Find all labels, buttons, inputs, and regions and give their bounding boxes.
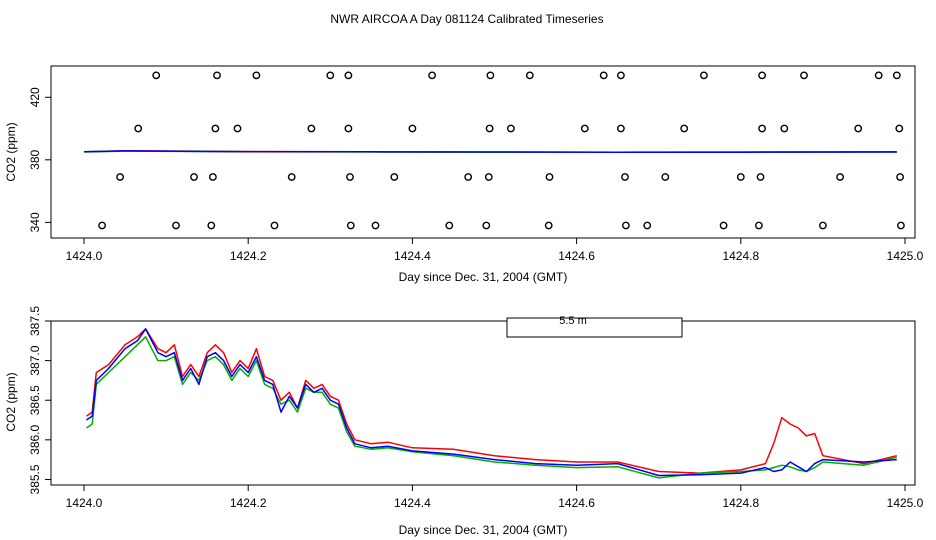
calibration-point xyxy=(895,124,904,133)
panel2-y-tick-label: 386.0 xyxy=(28,425,42,455)
panel2-y-tick-label: 386.5 xyxy=(28,385,42,415)
calibration-point xyxy=(482,221,491,230)
calibration-point xyxy=(233,124,242,133)
calibration-point xyxy=(622,221,630,230)
calibration-point xyxy=(700,71,708,80)
calibration-point xyxy=(408,124,417,133)
panel1-y-tick-label: 380 xyxy=(28,149,42,169)
calibration-point xyxy=(307,124,316,133)
calibration-point xyxy=(152,71,161,80)
calibration-point xyxy=(252,71,261,80)
panel1-x-tick-label: 1424.4 xyxy=(394,249,431,263)
panel2-x-tick-label: 1424.6 xyxy=(558,496,595,510)
panel2-y-tick-label: 387.5 xyxy=(28,306,42,336)
page-title: NWR AIRCOA A Day 081124 Calibrated Times… xyxy=(330,12,603,26)
calibration-point xyxy=(134,124,143,133)
panel1-x-tick-label: 1424.8 xyxy=(722,249,759,263)
calibration-point xyxy=(617,71,625,80)
calibration-point xyxy=(545,173,554,181)
calibration-point xyxy=(116,173,125,181)
calibration-point xyxy=(445,221,454,230)
calibration-point xyxy=(819,221,827,230)
panel1-x-tick-label: 1424.6 xyxy=(558,249,595,263)
calibration-point xyxy=(484,173,493,181)
calibration-point xyxy=(758,71,766,80)
calibration-point xyxy=(661,173,670,181)
calibration-point xyxy=(172,221,180,230)
calibration-scatter-panel: 1424.0 1424.2 1424.4 1424.6 1424.8 1425.0 340 3… xyxy=(4,65,924,284)
calibration-point xyxy=(617,124,625,133)
calibration-point xyxy=(780,124,789,133)
legend-entry-label: 5.5 m xyxy=(559,315,587,327)
panel2-x-tick-label: 1424.0 xyxy=(66,496,103,510)
calibration-point xyxy=(390,173,399,181)
panel2-x-tick-label: 1424.2 xyxy=(230,496,267,510)
calibration-point xyxy=(755,221,763,230)
panel1-x-axis-label: Day since Dec. 31, 2004 (GMT) xyxy=(399,270,568,284)
calibration-point xyxy=(270,221,279,230)
calibration-point xyxy=(758,124,766,133)
calibration-point xyxy=(326,71,335,80)
calibration-point xyxy=(344,124,353,133)
calibration-point xyxy=(346,221,355,230)
panel1-y-tick-label: 420 xyxy=(28,87,42,107)
calibration-point xyxy=(213,71,221,80)
panel2-y-tick-label: 387.0 xyxy=(28,345,42,375)
calibration-point xyxy=(836,173,844,181)
panel2-y-axis-label: CO2 (ppm) xyxy=(4,372,18,431)
calibration-point xyxy=(506,124,515,133)
calibration-point xyxy=(208,173,217,181)
calibration-point xyxy=(599,71,608,80)
calibration-point xyxy=(428,71,436,80)
calibration-point xyxy=(207,221,216,230)
calibration-point xyxy=(892,71,901,80)
calibration-point xyxy=(190,173,198,181)
panel1-x-tick-label: 1424.2 xyxy=(230,249,267,263)
panel2-x-axis-label: Day since Dec. 31, 2004 (GMT) xyxy=(399,523,568,537)
calibration-point xyxy=(346,173,354,181)
calibration-point xyxy=(344,71,353,80)
panel2-x-tick-label: 1425.0 xyxy=(887,496,924,510)
panel2-series-line xyxy=(86,328,897,477)
panel1-y-axis-label: CO2 (ppm) xyxy=(4,122,18,181)
legend-box: 5.5 m xyxy=(506,315,683,338)
calibration-point xyxy=(736,173,745,181)
calibration-point xyxy=(371,221,380,230)
calibration-point xyxy=(643,221,652,230)
panel2-x-tick-label: 1424.4 xyxy=(394,496,431,510)
calibration-point xyxy=(525,71,534,80)
panel2-x-tick-label: 1424.8 xyxy=(722,496,759,510)
calibration-point xyxy=(874,71,883,80)
panel1-series-line xyxy=(83,150,897,153)
calibration-point xyxy=(756,173,765,181)
calibration-point xyxy=(544,221,553,230)
calibration-point xyxy=(211,124,220,133)
calibration-point xyxy=(896,173,904,181)
calibration-point xyxy=(485,124,494,133)
ambient-co2-panel: 1424.0 1424.2 1424.4 1424.6 1424.8 1425.0 385.… xyxy=(4,306,924,537)
calibration-point xyxy=(464,173,473,181)
calibration-point xyxy=(98,221,107,230)
panel1-x-tick-label: 1425.0 xyxy=(887,249,924,263)
calibration-point xyxy=(897,221,905,230)
panel2-series-line xyxy=(86,328,897,474)
calibration-point xyxy=(800,71,808,80)
calibration-point xyxy=(621,173,629,181)
calibration-point xyxy=(854,124,863,133)
panel2-y-tick-label: 385.5 xyxy=(28,464,42,494)
calibration-point xyxy=(719,221,728,230)
panel1-y-tick-label: 340 xyxy=(28,212,42,232)
calibration-point xyxy=(580,124,589,133)
calibration-point xyxy=(680,124,689,133)
panel1-x-tick-label: 1424.0 xyxy=(66,249,103,263)
calibration-point xyxy=(287,173,296,181)
calibration-point xyxy=(486,71,495,80)
